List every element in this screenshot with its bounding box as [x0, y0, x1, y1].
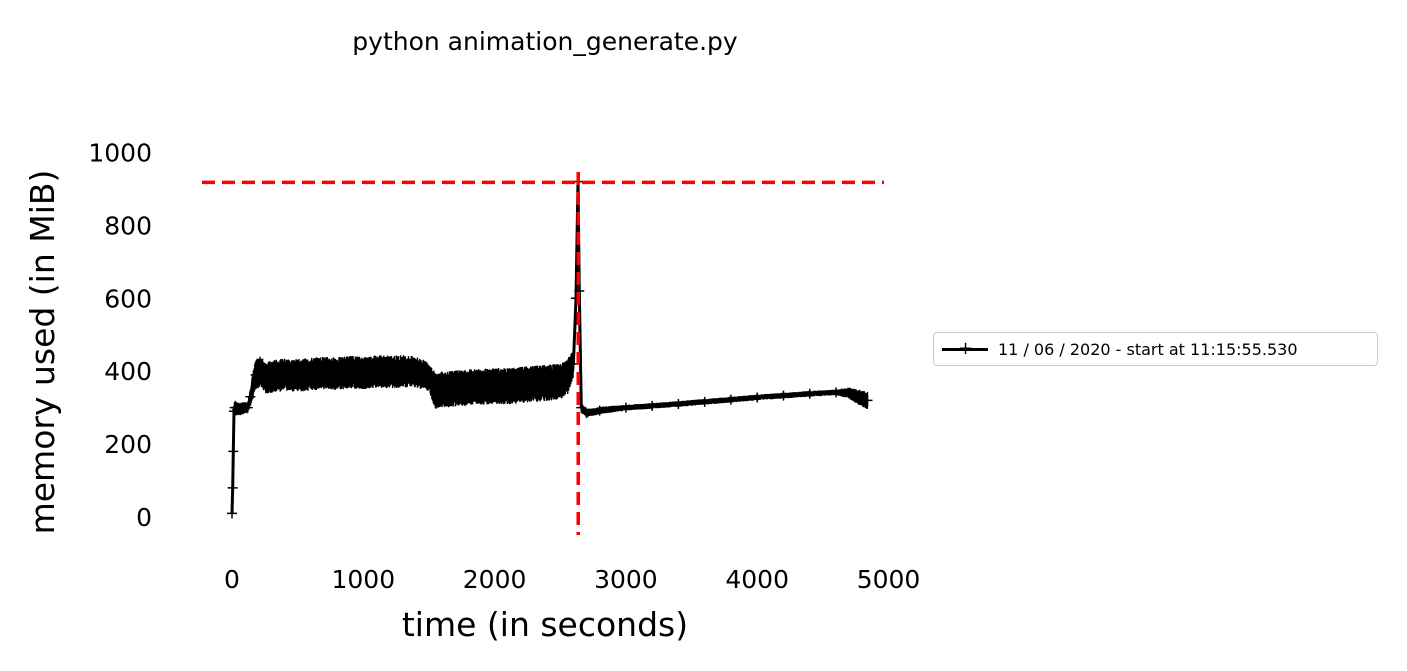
data-point-marker — [437, 384, 448, 395]
data-point-marker — [561, 373, 572, 384]
data-point-marker — [358, 368, 369, 379]
data-point-marker — [489, 380, 500, 391]
y-tick-labels: 0 200 400 600 800 1000 — [88, 139, 152, 533]
y-tick-label: 400 — [104, 357, 152, 386]
data-point-marker — [542, 377, 553, 388]
data-point-marker — [450, 383, 461, 394]
data-point-marker — [279, 369, 290, 380]
data-point-marker — [242, 402, 253, 413]
data-point-marker — [345, 366, 356, 377]
data-point-marker — [844, 388, 855, 399]
x-tick-label: 1000 — [331, 565, 395, 594]
data-point-marker — [332, 368, 343, 379]
data-point-marker — [227, 508, 237, 519]
data-point-marker — [752, 392, 763, 403]
data-point-marker — [292, 370, 303, 381]
data-point-marker — [594, 405, 605, 416]
data-point-marker — [804, 388, 815, 399]
x-tick-label: 2000 — [463, 565, 527, 594]
data-point-marker — [423, 371, 434, 382]
data-point-marker — [620, 402, 631, 413]
x-tick-labels: 0 1000 2000 3000 4000 5000 — [224, 565, 920, 594]
x-axis-label: time (in seconds) — [402, 605, 688, 644]
memory-series-layer — [227, 176, 873, 519]
chart-title: python animation_generate.py — [352, 27, 738, 56]
data-point-marker — [250, 369, 261, 380]
memory-band-layer — [231, 179, 869, 503]
y-tick-label: 800 — [104, 211, 152, 240]
x-tick-label: 3000 — [594, 565, 658, 594]
chart-legend: + 11 / 06 / 2020 - start at 11:15:55.530 — [933, 332, 1378, 366]
data-point-marker — [463, 382, 474, 393]
y-tick-label: 600 — [104, 284, 152, 313]
data-point-marker — [397, 366, 408, 377]
data-point-marker — [232, 404, 243, 415]
memory-series-line — [230, 181, 869, 514]
data-point-marker — [725, 394, 736, 405]
data-point-marker — [830, 387, 841, 398]
data-point-marker — [647, 400, 658, 411]
legend-label: 11 / 06 / 2020 - start at 11:15:55.530 — [998, 339, 1298, 359]
x-tick-label: 4000 — [725, 565, 789, 594]
data-point-marker — [384, 366, 395, 377]
reference-lines-layer — [202, 172, 884, 535]
data-point-marker — [851, 391, 862, 402]
data-point-marker — [581, 408, 592, 419]
data-point-marker — [228, 446, 239, 457]
data-point-marker — [430, 386, 441, 397]
data-point-marker — [410, 366, 421, 377]
data-point-marker — [255, 366, 266, 377]
data-point-marker — [576, 402, 587, 413]
data-point-marker — [305, 369, 316, 380]
data-point-marker — [528, 378, 539, 389]
data-point-marker — [318, 368, 329, 379]
legend-swatch-icon: + — [942, 339, 988, 359]
data-point-marker — [261, 373, 272, 384]
data-point-marker — [227, 482, 238, 493]
y-axis-label: memory used (in MiB) — [23, 170, 62, 535]
data-point-marker — [266, 371, 277, 382]
data-point-marker — [476, 381, 487, 392]
y-tick-label: 200 — [104, 430, 152, 459]
data-point-marker — [857, 393, 868, 404]
data-point-marker — [515, 380, 526, 391]
data-point-marker — [371, 366, 382, 377]
x-tick-label: 0 — [224, 565, 240, 594]
y-tick-label: 1000 — [88, 139, 152, 168]
data-point-marker — [245, 391, 256, 402]
data-point-marker — [673, 399, 684, 410]
data-point-marker — [555, 376, 566, 387]
data-point-marker — [699, 396, 710, 407]
x-tick-label: 5000 — [857, 565, 921, 594]
data-point-marker — [778, 390, 789, 401]
data-point-marker — [502, 381, 513, 392]
memory-noise-band — [231, 179, 869, 503]
data-point-marker — [862, 395, 873, 406]
y-tick-label: 0 — [136, 503, 152, 532]
